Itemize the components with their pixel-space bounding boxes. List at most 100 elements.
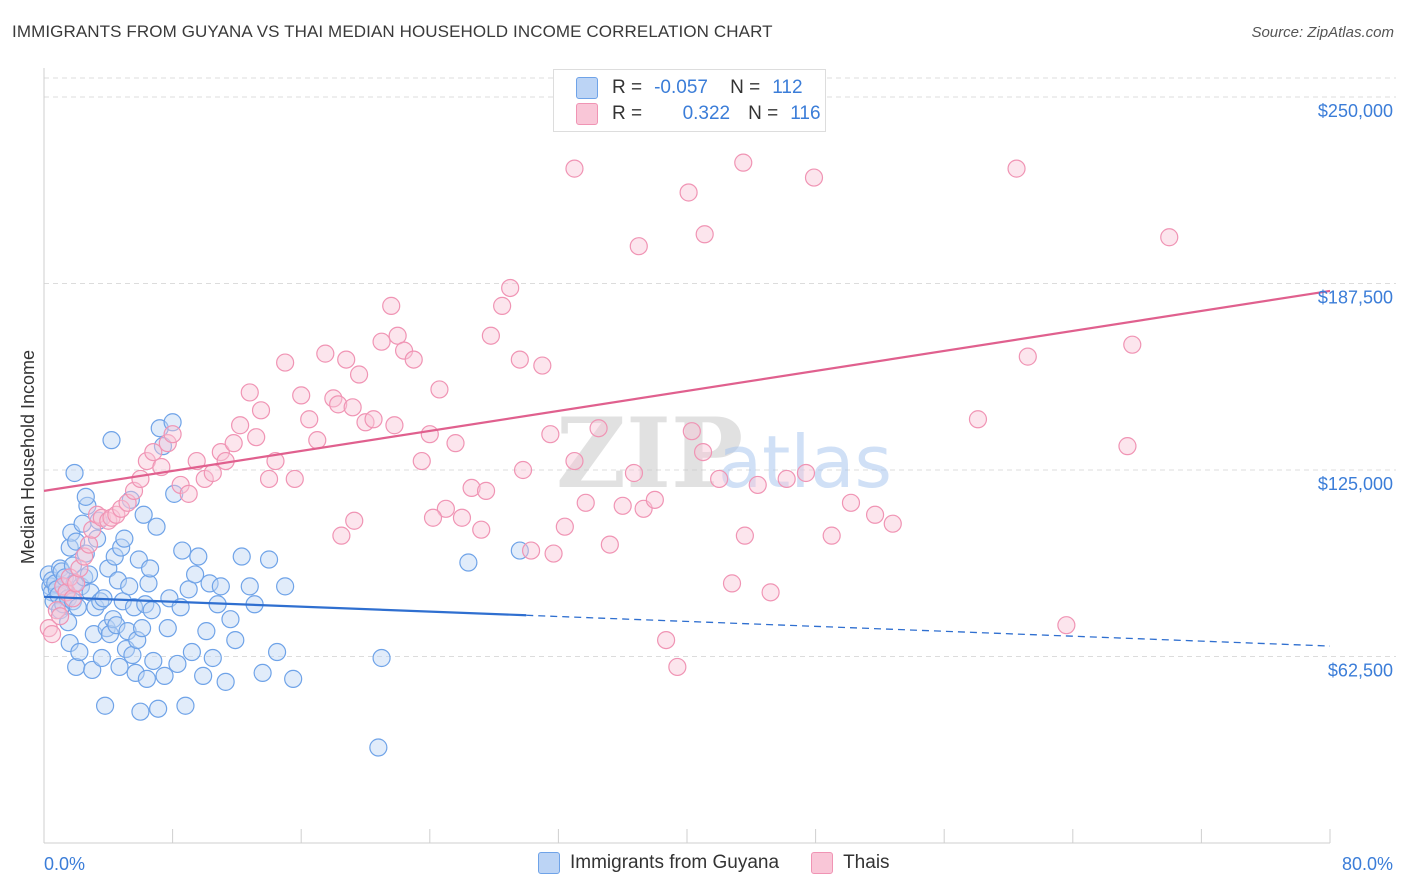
- guyana-point: [120, 577, 139, 596]
- guyana-point: [128, 630, 147, 650]
- thais-point: [251, 401, 271, 420]
- guyana-point: [240, 577, 259, 596]
- thais-point: [668, 657, 687, 677]
- thais-point: [1057, 616, 1076, 635]
- thais-point: [600, 535, 619, 554]
- legend-r-label: R =: [612, 77, 643, 98]
- guyana-point: [155, 666, 174, 685]
- x-tick-label-right: 80.0%: [1342, 854, 1393, 874]
- chart-title: IMMIGRANTS FROM GUYANA VS THAI MEDIAN HO…: [12, 22, 773, 41]
- thais-point: [777, 469, 796, 489]
- thais-point: [722, 574, 742, 593]
- thais-point: [231, 416, 250, 435]
- thais-point: [452, 508, 472, 527]
- guyana-point: [369, 738, 388, 757]
- thais-point: [695, 225, 714, 244]
- thais-point: [423, 508, 443, 527]
- thais-point: [576, 493, 595, 512]
- thais-point: [300, 410, 319, 429]
- series-legend-label-guyana: Immigrants from Guyana: [570, 852, 780, 873]
- thais-point: [276, 353, 295, 372]
- thais-point: [682, 422, 701, 441]
- guyana-point: [200, 574, 219, 593]
- thais-point: [510, 350, 529, 369]
- legend-n-label: N =: [730, 77, 761, 98]
- guyana-point: [108, 571, 128, 590]
- thais-point: [50, 607, 70, 626]
- guyana-point: [189, 547, 208, 566]
- trend-line-thais: [43, 289, 1331, 492]
- thais-point: [329, 395, 348, 414]
- stats-legend: R = -0.057 N = 112 R = 0.322 N = 116: [553, 69, 826, 132]
- series-legend-label-thais: Thais: [843, 852, 890, 873]
- guyana-point: [65, 463, 84, 483]
- thais-point: [565, 451, 584, 471]
- legend-swatch-thais: [576, 103, 598, 125]
- thais-point: [67, 574, 86, 593]
- thais-point: [292, 386, 311, 405]
- guyana-point: [142, 601, 161, 620]
- guyana-point: [372, 648, 391, 668]
- x-tick-label-left: 0.0%: [44, 854, 85, 874]
- thais-point: [203, 463, 222, 483]
- thais-point: [462, 478, 481, 498]
- thais-point: [521, 541, 541, 560]
- thais-point: [481, 326, 500, 345]
- guyana-point: [110, 657, 129, 677]
- thais-point: [968, 410, 988, 429]
- guyana-point: [173, 541, 192, 560]
- legend-n-value: 116: [790, 103, 821, 124]
- thais-point: [841, 493, 861, 512]
- thais-point: [324, 389, 343, 408]
- guyana-point: [144, 651, 163, 671]
- guyana-point: [67, 657, 86, 677]
- series-legend-swatch-guyana: [538, 852, 560, 874]
- guyana-point: [92, 648, 111, 668]
- thais-point: [382, 296, 401, 315]
- thais-point: [179, 484, 198, 503]
- legend-row-guyana: R = -0.057 N = 112: [576, 76, 803, 100]
- guyana-point: [267, 642, 287, 662]
- thais-point: [883, 514, 902, 533]
- thais-point: [266, 451, 285, 471]
- guyana-point: [132, 619, 152, 638]
- thais-point: [316, 344, 335, 363]
- thais-point: [224, 434, 243, 453]
- thais-point: [1123, 335, 1142, 354]
- trend-lines: [43, 289, 1331, 647]
- guyana-point: [226, 630, 245, 650]
- thais-point: [472, 520, 491, 539]
- guyana-point: [459, 553, 478, 572]
- legend-row-thais: R = 0.322 N = 116: [576, 102, 821, 126]
- thais-point: [42, 625, 62, 644]
- y-tick-label: $62,500: [1328, 661, 1393, 681]
- thais-point: [345, 511, 364, 530]
- legend-n-label: N =: [748, 103, 779, 124]
- axis-labels: $62,500 $125,000 $187,500 $250,000 0.0% 80.0%…: [18, 101, 1393, 874]
- guyana-point: [137, 669, 156, 688]
- thais-point: [493, 296, 512, 315]
- thais-point: [544, 544, 563, 563]
- thais-point: [332, 526, 351, 545]
- thais-point: [822, 526, 841, 545]
- guyana-point: [221, 610, 240, 629]
- guyana-point: [153, 437, 173, 456]
- thais-point: [211, 442, 230, 462]
- thais-point: [163, 425, 182, 444]
- thais-point: [144, 442, 163, 462]
- thais-point: [187, 451, 206, 471]
- thais-point: [1160, 228, 1179, 247]
- thais-point: [79, 535, 99, 554]
- legend-r-label: R =: [612, 103, 643, 124]
- guyana-point: [176, 696, 195, 715]
- guyana-point: [131, 702, 150, 721]
- thais-point: [412, 451, 431, 471]
- guyana-point: [149, 699, 168, 718]
- thais-point: [372, 332, 391, 351]
- thais-point: [541, 425, 560, 444]
- thais-point: [657, 630, 676, 650]
- thais-point: [629, 237, 648, 256]
- guyana-point: [126, 663, 145, 683]
- source-label: Source: ZipAtlas.com: [1251, 24, 1394, 41]
